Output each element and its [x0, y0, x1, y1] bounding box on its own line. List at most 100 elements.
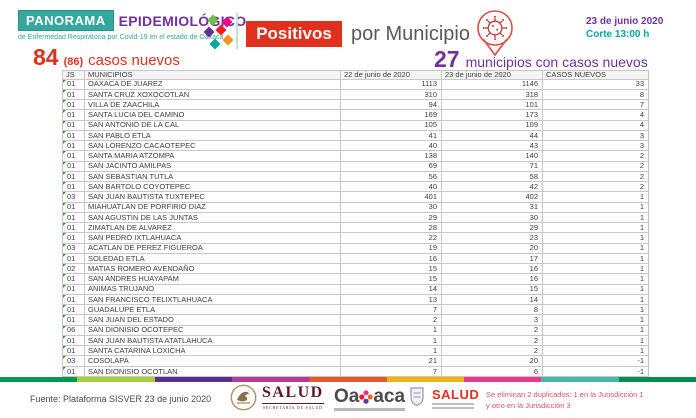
js-cell: 06 — [62, 324, 85, 336]
prev-date-count-cell: 14 — [340, 283, 442, 295]
js-cell: 01 — [62, 232, 85, 244]
new-cases-cell: 4 — [542, 119, 649, 131]
prev-date-count-cell: 1 — [340, 344, 442, 357]
curr-date-count-cell: 3 — [441, 314, 543, 326]
municipality-cell: SAN JUAN DEL ESTADO — [84, 314, 341, 326]
table-row: 01 SANTA LUCIA DEL CAMINO 169 173 4 — [62, 109, 649, 121]
js-cell: 02 — [62, 262, 85, 275]
curr-date-count-cell: 1146 — [441, 78, 543, 90]
new-cases-cell: 1 — [542, 191, 649, 203]
col-header-date-prev: 22 de junio de 2020 — [340, 70, 442, 80]
table-row: 01 MIAHUATLAN DE PORFIRIO DIAZ 30 31 1 — [62, 201, 649, 213]
stripe-segment — [77, 377, 155, 382]
table-row: 01 ANIMAS TRUJANO 14 15 1 — [62, 283, 649, 295]
curr-date-count-cell: 16 — [441, 273, 543, 285]
new-cases-cell: 2 — [542, 150, 649, 162]
curr-date-count-cell: 43 — [441, 139, 543, 152]
stripe-segment — [541, 377, 619, 382]
curr-date-count-cell: 20 — [441, 355, 543, 367]
table-row: 01 SAN BARTOLO COYOTEPEC 40 42 2 — [62, 180, 649, 193]
municipality-cell: SAN JUAN BAUTISTA ATATLAHUCA — [84, 334, 341, 347]
municipality-cell: SAN ANDRES HUAYAPAM — [84, 273, 341, 285]
salud-oaxaca-wordmark: SALUD — [432, 387, 480, 402]
report-date-block: 23 de junio 2020 Corte 13:00 h — [586, 16, 663, 41]
new-cases-cell: 2 — [542, 170, 649, 183]
municipality-cell: SAN JACINTO AMILPAS — [84, 160, 341, 172]
table-row: 01 SAN JUAN DEL ESTADO 2 3 1 — [62, 314, 649, 326]
municipality-cell: SAN BARTOLO COYOTEPEC — [84, 180, 341, 193]
prev-date-count-cell: 310 — [340, 88, 442, 101]
table-row: 01 SAN JUAN BAUTISTA ATATLAHUCA 1 2 1 — [62, 334, 649, 347]
table-row: 01 OAXACA DE JUAREZ 1113 1146 33 — [62, 78, 649, 90]
js-cell: 01 — [62, 252, 85, 265]
municipality-cell: SAN AGUSTIN DE LAS JUNTAS — [84, 211, 341, 224]
js-cell: 01 — [62, 303, 85, 316]
table-header: JS MUNICIPIOS 22 de junio de 2020 23 de … — [62, 70, 649, 80]
new-cases-cell: 2 — [542, 160, 649, 172]
stripe-segment — [618, 377, 696, 382]
js-cell: 01 — [62, 344, 85, 357]
prev-date-count-cell: 1113 — [340, 78, 442, 90]
new-cases-cell: 1 — [542, 344, 649, 357]
prev-date-count-cell: 7 — [340, 365, 442, 377]
js-cell: 01 — [62, 78, 85, 90]
table-row: 01 VILLA DE ZAACHILA 94 101 7 — [62, 98, 649, 111]
municipality-cell: MATIAS ROMERO AVENDAÑO — [84, 262, 341, 275]
municipality-cell: SAN PEDRO IXTLAHUACA — [84, 232, 341, 244]
js-cell: 01 — [62, 334, 85, 347]
municipality-cell: SAN PABLO ETLA — [84, 129, 341, 142]
js-cell: 01 — [62, 150, 85, 162]
stripe-segment — [309, 377, 387, 382]
new-cases-cell: 3 — [542, 139, 649, 152]
js-cell: 01 — [62, 283, 85, 295]
new-cases-cell: 33 — [542, 78, 649, 90]
duplicates-note: Se eliminan 2 duplicados: 1 en la Jurisd… — [486, 390, 644, 411]
table-row: 01 SAN DIONISIO OCOTLAN 7 6 -1 — [62, 365, 649, 377]
municipality-cell: MIAHUATLAN DE PORFIRIO DIAZ — [84, 201, 341, 213]
js-cell: 01 — [62, 365, 85, 377]
table-row: 01 GUADALUPE ETLA 7 8 1 — [62, 303, 649, 316]
salud-oaxaca-caption-bar-2 — [432, 407, 474, 409]
table-row: 03 SAN JUAN BAUTISTA TUXTEPEC 401 402 1 — [62, 191, 649, 203]
curr-date-count-cell: 2 — [441, 334, 543, 347]
salud-oaxaca-caption-bar-1 — [432, 403, 474, 405]
new-cases-cell: 1 — [542, 324, 649, 336]
prev-date-count-cell: 30 — [340, 201, 442, 213]
curr-date-count-cell: 173 — [441, 109, 543, 121]
prev-date-count-cell: 69 — [340, 160, 442, 172]
curr-date-count-cell: 402 — [441, 191, 543, 203]
new-cases-cell: 1 — [542, 252, 649, 265]
new-cases-cell: -1 — [542, 365, 649, 377]
report-cutoff: Corte 13:00 h — [586, 28, 650, 40]
oaxaca-caption-bar — [334, 408, 406, 411]
curr-date-count-cell: 58 — [441, 170, 543, 183]
municipality-cell: SAN LORENZO CACAOTEPEC — [84, 139, 341, 152]
municipality-cell: GUADALUPE ETLA — [84, 303, 341, 316]
state-shield-icon — [410, 387, 424, 407]
curr-date-count-cell: 42 — [441, 180, 543, 193]
municipalities-label: municipios con casos nuevos — [465, 54, 648, 70]
table-row: 01 SOLEDAD ETLA 16 17 1 — [62, 252, 649, 265]
municipality-cell: SAN FRANCISCO TELIXTLAHUACA — [84, 293, 341, 306]
js-cell: 01 — [62, 221, 85, 234]
js-cell: 01 — [62, 139, 85, 152]
salud-federal-logo: SALUD SECRETARÍA DE SALUD — [230, 384, 324, 411]
cases-by-municipality-table: JS MUNICIPIOS 22 de junio de 2020 23 de … — [62, 70, 649, 377]
brand-subtitle: de Enfermedad Respiratoria por Covid-19 … — [18, 34, 224, 41]
col-header-casos-nuevos: CASOS NUEVOS — [542, 70, 649, 80]
prev-date-count-cell: 401 — [340, 191, 442, 203]
stripe-segment — [154, 377, 232, 382]
prev-date-count-cell: 13 — [340, 293, 442, 306]
curr-date-count-cell: 109 — [441, 119, 543, 131]
js-cell: 03 — [62, 355, 85, 367]
js-cell: 03 — [62, 242, 85, 254]
salud-oaxaca-logo: SALUD — [432, 387, 480, 409]
new-cases-cell: 1 — [542, 221, 649, 234]
salud-federal-wordmark: SALUD — [262, 384, 324, 401]
curr-date-count-cell: 318 — [441, 88, 543, 101]
new-cases-cell: 4 — [542, 109, 649, 121]
municipality-cell: ZIMATLAN DE ALVAREZ — [84, 221, 341, 234]
municipality-cell: SAN JUAN BAUTISTA TUXTEPEC — [84, 191, 341, 203]
prev-date-count-cell: 94 — [340, 98, 442, 111]
prev-date-count-cell: 1 — [340, 324, 442, 336]
